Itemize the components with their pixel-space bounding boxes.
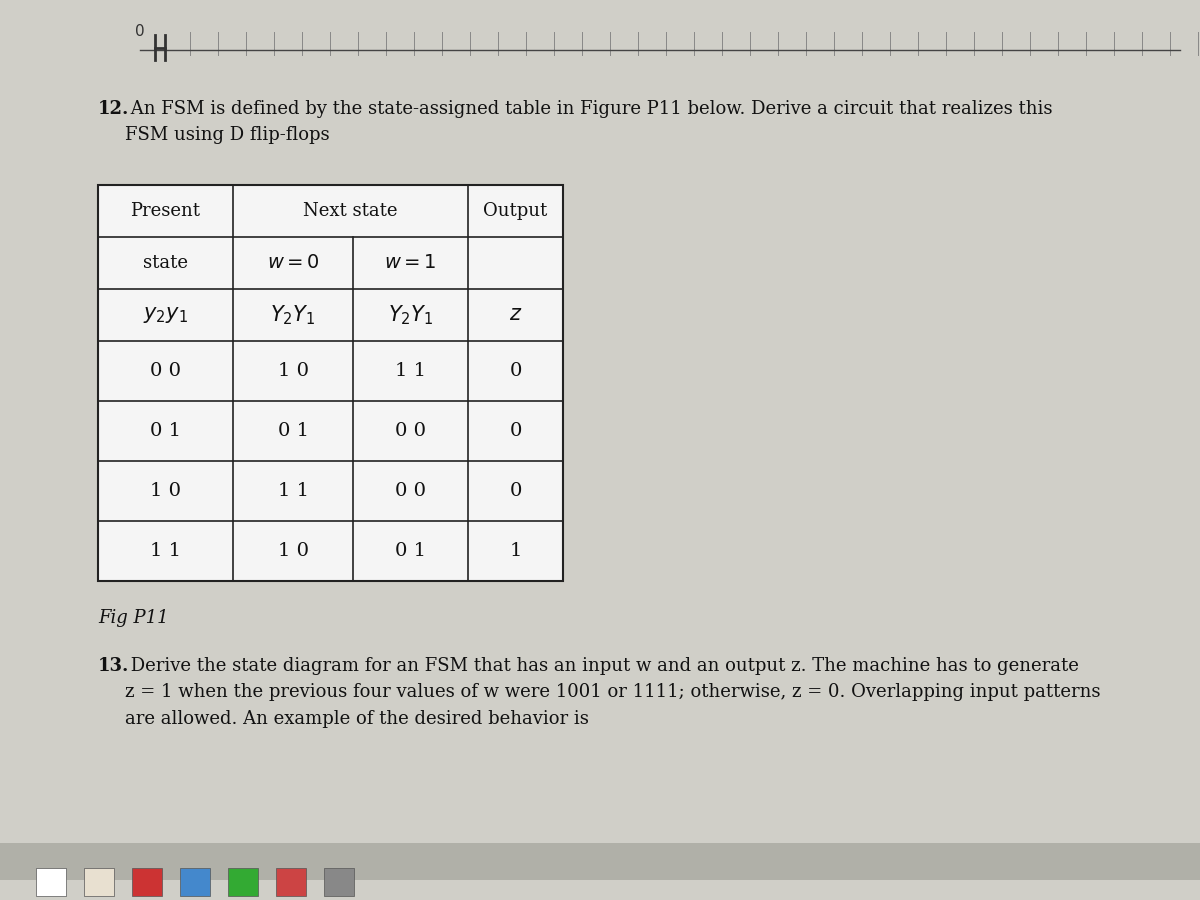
Text: $w = 0$: $w = 0$ [266,254,319,272]
Bar [132,868,162,896]
Text: 0: 0 [136,24,145,40]
Bar [324,868,354,896]
Bar [0,843,1200,880]
Text: 1 1: 1 1 [277,482,308,500]
Text: 1 0: 1 0 [277,542,308,560]
Bar [0,0,1200,75]
Text: 0 1: 0 1 [395,542,426,560]
Text: $w = 1$: $w = 1$ [384,254,437,272]
Text: $y_2y_1$: $y_2y_1$ [143,305,188,325]
Text: $Y_2Y_1$: $Y_2Y_1$ [388,303,433,327]
Text: Present: Present [131,202,200,220]
Bar [98,185,563,581]
Text: 1: 1 [509,542,522,560]
Bar [276,868,306,896]
Text: 0 0: 0 0 [395,482,426,500]
Text: 0 0: 0 0 [150,362,181,380]
Bar [228,868,258,896]
Text: $Y_2Y_1$: $Y_2Y_1$ [270,303,316,327]
Bar [84,868,114,896]
Text: 0: 0 [509,482,522,500]
Text: Next state: Next state [304,202,397,220]
Bar [180,868,210,896]
Text: 12.: 12. [98,100,130,118]
Text: 13.: 13. [98,657,130,675]
Bar [36,868,66,896]
Text: 0 1: 0 1 [277,422,308,440]
Text: 1 0: 1 0 [150,482,181,500]
Text: 1 1: 1 1 [150,542,181,560]
Text: $z$: $z$ [509,305,522,325]
Text: 1 1: 1 1 [395,362,426,380]
Text: Derive the state diagram for an FSM that has an input w and an output z. The mac: Derive the state diagram for an FSM that… [125,657,1100,728]
Text: 0: 0 [509,422,522,440]
Text: 1 0: 1 0 [277,362,308,380]
Text: Output: Output [484,202,547,220]
Text: 0: 0 [509,362,522,380]
Text: 0 0: 0 0 [395,422,426,440]
Text: An FSM is defined by the state-assigned table in Figure P11 below. Derive a circ: An FSM is defined by the state-assigned … [125,100,1052,144]
Text: state: state [143,254,188,272]
Text: Fig P11: Fig P11 [98,609,169,627]
Text: 0 1: 0 1 [150,422,181,440]
